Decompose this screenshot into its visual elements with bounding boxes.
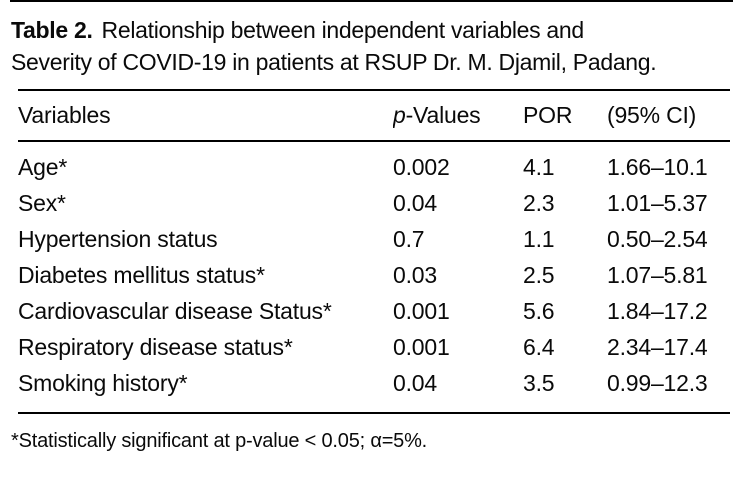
cell-p-value: 0.04 xyxy=(393,190,437,216)
table-caption: Table 2. Relationship between independent… xyxy=(11,14,738,78)
header-p-italic: p xyxy=(393,102,406,128)
cell-variable: Age* xyxy=(18,154,68,180)
cell-variable: Respiratory disease status* xyxy=(18,334,293,360)
cell-ci: 0.99–12.3 xyxy=(607,370,708,396)
table-row: Hypertension status 0.7 1.1 0.50–2.54 xyxy=(18,221,730,257)
table-number-label: Table 2. xyxy=(11,17,93,43)
table-body: Age* 0.002 4.1 1.66–10.1 Sex* 0.04 2.3 1… xyxy=(18,142,730,412)
cell-por: 6.4 xyxy=(523,334,555,360)
cell-variable: Sex* xyxy=(18,190,66,216)
cell-ci: 0.50–2.54 xyxy=(607,226,708,252)
cell-variable: Hypertension status xyxy=(18,226,218,252)
table-caption-line1: Table 2. Relationship between independent… xyxy=(11,14,738,46)
table-footnote: *Statistically significant at p-value < … xyxy=(11,430,428,452)
cell-p-value: 0.001 xyxy=(393,298,450,324)
cell-por: 2.5 xyxy=(523,262,555,288)
cell-p-value: 0.03 xyxy=(393,262,437,288)
cell-ci: 1.01–5.37 xyxy=(607,190,708,216)
cell-ci: 1.66–10.1 xyxy=(607,154,708,180)
header-ci: (95% CI) xyxy=(607,102,697,128)
cell-variable: Smoking history* xyxy=(18,370,188,396)
table-caption-line2: Severity of COVID-19 in patients at RSUP… xyxy=(11,49,657,75)
table-row: Sex* 0.04 2.3 1.01–5.37 xyxy=(18,185,730,221)
cell-p-value: 0.7 xyxy=(393,226,425,252)
header-p-rest: -Values xyxy=(405,102,481,128)
cell-p-value: 0.002 xyxy=(393,154,450,180)
cell-por: 3.5 xyxy=(523,370,555,396)
cell-por: 2.3 xyxy=(523,190,555,216)
header-por: POR xyxy=(523,102,573,128)
top-rule-divider xyxy=(10,0,733,2)
table-header-row: Variables p-Values POR (95% CI) xyxy=(18,91,730,142)
cell-por: 5.6 xyxy=(523,298,555,324)
results-table: Variables p-Values POR (95% CI) Age* 0.0… xyxy=(18,89,730,414)
cell-variable: Cardiovascular disease Status* xyxy=(18,298,332,324)
table-row: Smoking history* 0.04 3.5 0.99–12.3 xyxy=(18,365,730,401)
cell-p-value: 0.04 xyxy=(393,370,437,396)
cell-ci: 1.84–17.2 xyxy=(607,298,708,324)
cell-ci: 2.34–17.4 xyxy=(607,334,708,360)
cell-ci: 1.07–5.81 xyxy=(607,262,708,288)
table-row: Age* 0.002 4.1 1.66–10.1 xyxy=(18,149,730,185)
table-row: Respiratory disease status* 0.001 6.4 2.… xyxy=(18,329,730,365)
table-row: Cardiovascular disease Status* 0.001 5.6… xyxy=(18,293,730,329)
table-row: Diabetes mellitus status* 0.03 2.5 1.07–… xyxy=(18,257,730,293)
cell-p-value: 0.001 xyxy=(393,334,450,360)
cell-por: 1.1 xyxy=(523,226,555,252)
table-caption-text1: Relationship between independent variabl… xyxy=(101,17,585,43)
cell-por: 4.1 xyxy=(523,154,555,180)
cell-variable: Diabetes mellitus status* xyxy=(18,262,265,288)
header-variables: Variables xyxy=(18,102,111,128)
header-p-values: p-Values xyxy=(393,102,523,129)
